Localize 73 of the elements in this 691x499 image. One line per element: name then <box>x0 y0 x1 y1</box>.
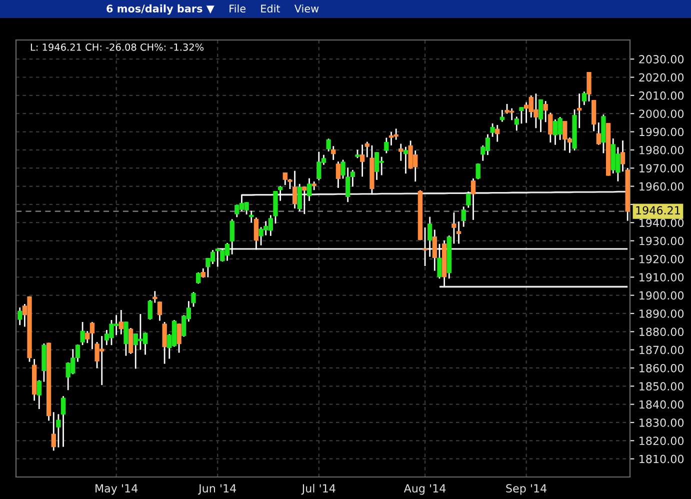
x-tick-label: Sep '14 <box>506 484 547 495</box>
candlestick <box>336 160 341 189</box>
y-tick-label: 1820.00 <box>640 436 684 446</box>
candlestick <box>118 309 124 336</box>
candlestick <box>18 306 22 326</box>
y-tick-label: 1850.00 <box>640 382 684 391</box>
candlestick <box>538 98 544 133</box>
candlestick <box>398 143 404 162</box>
candlestick <box>620 140 626 172</box>
x-tick-label: May '14 <box>96 484 138 495</box>
candlestick <box>306 178 312 202</box>
candlestick <box>461 206 466 228</box>
y-tick-label: 1970.00 <box>640 164 684 172</box>
candlestick <box>476 162 480 180</box>
candlestick <box>490 122 495 138</box>
y-tick-label: 1960.00 <box>640 182 684 191</box>
y-tick-label: 1870.00 <box>640 346 684 354</box>
candlestick <box>586 71 592 102</box>
candlestick <box>162 321 167 364</box>
candlestick <box>428 216 432 258</box>
x-tick-label: Jul '14 <box>301 484 336 495</box>
y-tick-label: 1990.00 <box>640 128 684 136</box>
candlestick <box>596 122 601 146</box>
y-tick-label: 1830.00 <box>640 418 684 427</box>
text: 6 mos/daily bars ▼ <box>106 4 214 15</box>
y-tick-label: 2000.00 <box>639 110 684 118</box>
text: View <box>294 4 319 13</box>
candlestick <box>230 218 234 256</box>
y-tick-label: 1930.00 <box>640 236 684 246</box>
candlestick <box>196 272 201 284</box>
candlestick <box>302 186 307 215</box>
candlestick <box>128 327 134 354</box>
candlestick <box>200 268 206 278</box>
annotation: L: 1946.21 CH: -26.08 CH%: -1.32% <box>30 43 204 51</box>
candlestick <box>403 146 408 174</box>
y-tick-label: 1910.00 <box>640 273 684 282</box>
candlestick <box>519 106 524 124</box>
y-tick-label: 2010.00 <box>639 91 684 100</box>
y-tick-label: 1810.00 <box>640 454 684 464</box>
candlestick <box>582 90 587 106</box>
candlestick <box>331 145 336 161</box>
candlestick <box>452 212 456 244</box>
y-tick-label: 1840.00 <box>640 400 684 409</box>
candlestick <box>577 92 582 129</box>
y-tick-label: 1940.00 <box>640 218 684 227</box>
y-tick-label: 1920.00 <box>640 254 684 264</box>
candlestick <box>51 411 56 452</box>
candlestick <box>466 190 471 208</box>
y-tick-label: 1880.00 <box>640 328 684 336</box>
candlestick <box>254 216 259 250</box>
candlestick <box>470 178 476 221</box>
candlestick <box>80 321 85 346</box>
text: File <box>230 4 246 13</box>
candlestick <box>297 183 302 212</box>
x-tick-label: Jun '14 <box>198 484 236 495</box>
candlestick <box>360 144 365 178</box>
candlestick <box>157 300 162 322</box>
y-tick-label: 2020.00 <box>639 73 684 82</box>
y-tick-label: 1980.00 <box>640 146 684 154</box>
candlestick <box>592 99 596 132</box>
candlestick <box>432 229 437 272</box>
candlestick <box>495 124 500 142</box>
ref-line-label: 1946.21 <box>636 206 680 215</box>
y-tick-label: 2030.00 <box>639 55 684 64</box>
candlestick <box>514 116 519 132</box>
candlestick <box>36 379 42 410</box>
y-tick-label: 1860.00 <box>640 364 684 372</box>
candlestick <box>500 109 505 122</box>
y-tick-label: 1890.00 <box>640 309 684 318</box>
candlestick <box>364 141 370 158</box>
text: Edit <box>261 4 280 13</box>
x-tick-label: Aug '14 <box>404 484 446 495</box>
y-tick-label: 1900.00 <box>640 291 684 300</box>
